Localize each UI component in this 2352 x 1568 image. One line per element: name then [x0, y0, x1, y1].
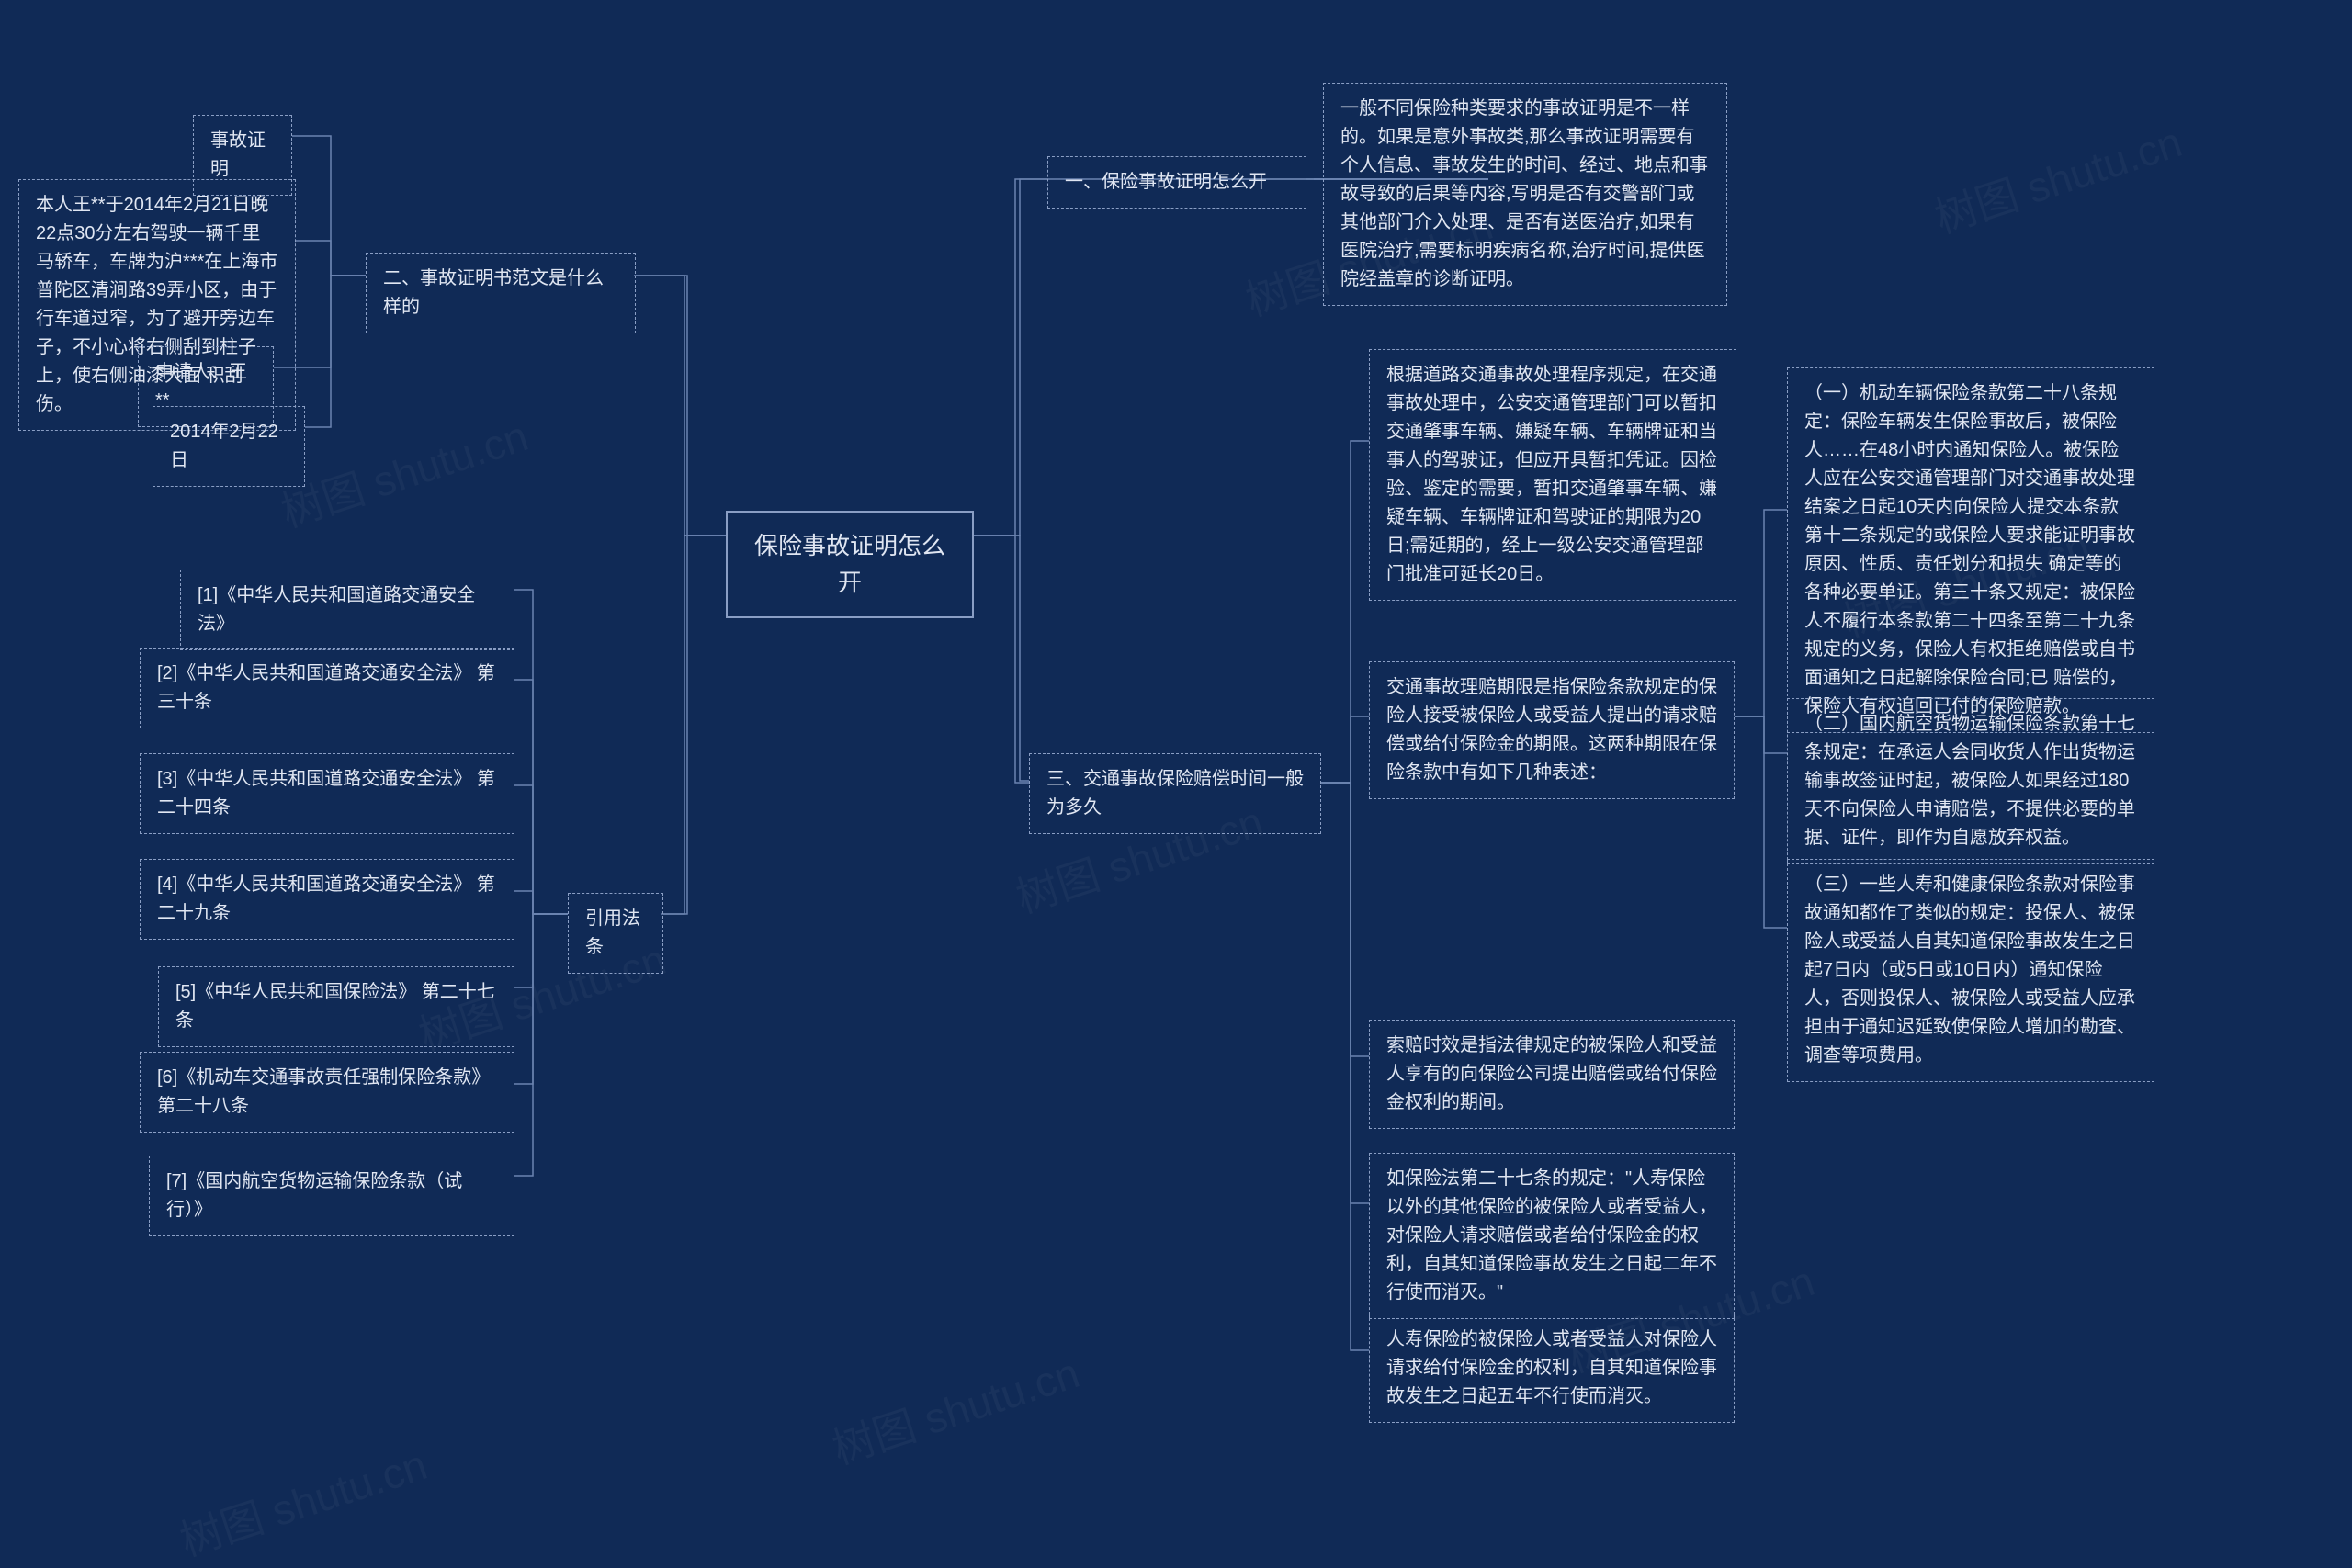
branch-4-child-0: [1]《中华人民共和国道路交通安全法》 [180, 570, 514, 650]
branch-4-child-4: [5]《中华人民共和国保险法》 第二十七条 [158, 966, 514, 1047]
branch-3: 三、交通事故保险赔偿时间一般为多久 [1029, 753, 1321, 834]
branch-3-child-1-sub-0: （一）机动车辆保险条款第二十八条规定：保险车辆发生保险事故后，被保险人……在48… [1787, 367, 2154, 733]
branch-4-child-3: [4]《中华人民共和国道路交通安全法》 第二十九条 [140, 859, 514, 940]
branch-4-child-1: [2]《中华人民共和国道路交通安全法》 第三十条 [140, 648, 514, 728]
watermark: 树图 shutu.cn [1927, 109, 2188, 246]
branch-1-child-0: 一般不同保险种类要求的事故证明是不一样的。如果是意外事故类,那么事故证明需要有个… [1323, 83, 1727, 306]
watermark: 树图 shutu.cn [172, 1432, 434, 1568]
branch-4-child-2: [3]《中华人民共和国道路交通安全法》 第二十四条 [140, 753, 514, 834]
watermark: 树图 shutu.cn [273, 403, 535, 540]
branch-4-child-5: [6]《机动车交通事故责任强制保险条款》 第二十八条 [140, 1052, 514, 1133]
root-node: 保险事故证明怎么开 [726, 511, 974, 618]
branch-3-child-1-sub-1: （二）国内航空货物运输保险条款第十七条规定：在承运人会同收货人作出货物运输事故签… [1787, 698, 2154, 864]
branch-3-child-2: 索赔时效是指法律规定的被保险人和受益人享有的向保险公司提出赔偿或给付保险金权利的… [1369, 1020, 1735, 1129]
branch-1: 一、保险事故证明怎么开 [1047, 156, 1306, 209]
branch-3-child-1-sub-2: （三）一些人寿和健康保险条款对保险事故通知都作了类似的规定：投保人、被保险人或受… [1787, 859, 2154, 1082]
branch-3-child-3: 如保险法第二十七条的规定："人寿保险以外的其他保险的被保险人或者受益人，对保险人… [1369, 1153, 1735, 1319]
branch-3-child-1: 交通事故理赔期限是指保险条款规定的保险人接受被保险人或受益人提出的请求赔偿或给付… [1369, 661, 1735, 799]
branch-4: 引用法条 [568, 893, 663, 974]
branch-3-child-4: 人寿保险的被保险人或者受益人对保险人请求给付保险金的权利，自其知道保险事故发生之… [1369, 1314, 1735, 1423]
branch-2-child-3: 2014年2月22日 [153, 406, 305, 487]
watermark: 树图 shutu.cn [824, 1340, 1086, 1477]
branch-4-child-6: [7]《国内航空货物运输保险条款（试行）》 [149, 1156, 514, 1236]
branch-3-child-0: 根据道路交通事故处理程序规定，在交通事故处理中，公安交通管理部门可以暂扣交通肇事… [1369, 349, 1736, 601]
branch-2: 二、事故证明书范文是什么样的 [366, 253, 636, 333]
